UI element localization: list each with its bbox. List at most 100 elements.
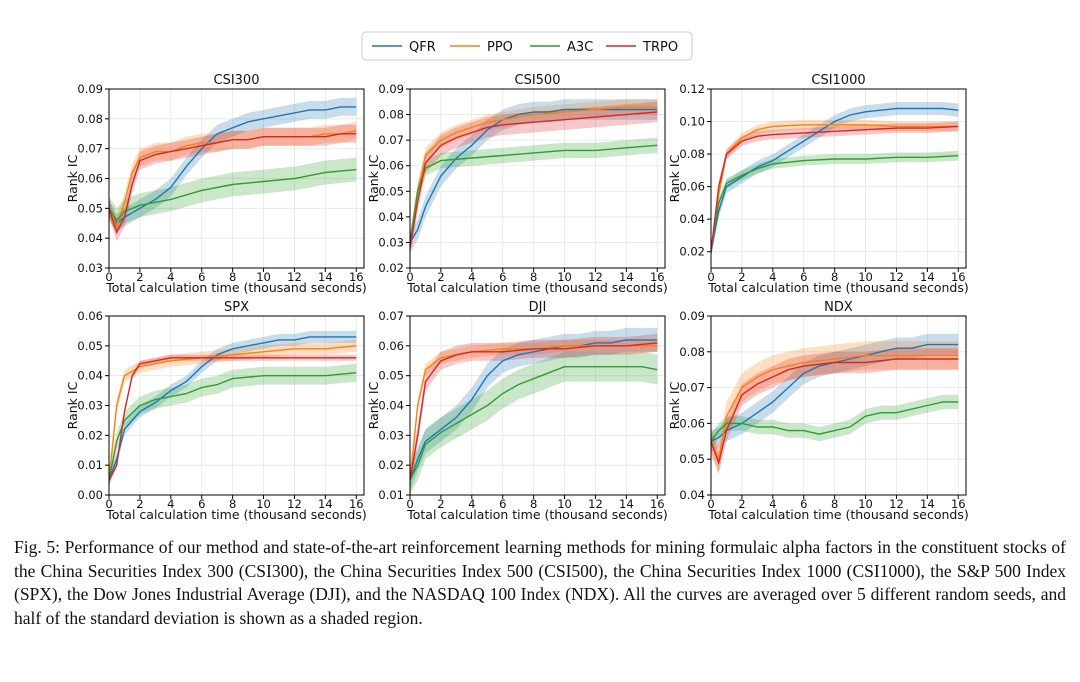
series-line-qfr: [410, 108, 658, 243]
y-tick-label: 0.06: [679, 180, 705, 194]
y-tick-label: 0.03: [378, 235, 404, 249]
legend-label-a3c: A3C: [567, 40, 593, 55]
y-tick-label: 0.07: [378, 133, 404, 147]
y-tick-label: 0.01: [378, 488, 404, 502]
axes-frame: [409, 88, 666, 269]
y-tick-label: 0.03: [77, 399, 103, 413]
y-tick-label: 0.06: [378, 339, 404, 353]
y-axis-label: Rank IC: [366, 154, 381, 202]
y-tick-label: 0.04: [378, 399, 404, 413]
series-line-trpo: [711, 358, 959, 466]
y-tick-label: 0.09: [378, 82, 404, 96]
y-tick-label: 0.08: [679, 147, 705, 161]
series-line-a3c: [711, 155, 959, 252]
y-tick-label: 0.08: [378, 108, 404, 122]
y-tick-label: 0.06: [679, 416, 705, 430]
plot-area: [410, 327, 658, 495]
y-tick-label: 0.09: [77, 82, 103, 96]
x-tick-label: 0: [406, 497, 413, 511]
chart-title: SPX: [224, 300, 249, 315]
y-tick-label: 0.06: [378, 159, 404, 173]
y-tick-label: 0.07: [378, 309, 404, 323]
band-a3c: [410, 137, 658, 251]
series-line-a3c: [109, 168, 357, 222]
x-tick-label: 2: [738, 497, 745, 511]
band-a3c: [711, 394, 959, 449]
y-tick-label: 0.05: [679, 452, 705, 466]
x-tick-label: 8: [229, 497, 236, 511]
band-qfr: [109, 97, 357, 233]
y-tick-label: 0.04: [77, 231, 103, 245]
series-line-trpo: [109, 133, 357, 235]
series-line-ppo: [410, 106, 658, 243]
y-tick-label: 0.08: [679, 345, 705, 359]
x-tick-label: 12: [287, 270, 302, 284]
series-line-ppo: [711, 354, 959, 462]
series-line-qfr: [109, 336, 357, 481]
band-trpo: [711, 348, 959, 474]
series-line-a3c: [410, 366, 658, 481]
band-trpo: [109, 124, 357, 242]
y-tick-label: 0.06: [77, 172, 103, 186]
y-tick-label: 0.08: [77, 112, 103, 126]
y-tick-label: 0.07: [77, 142, 103, 156]
y-axis-label: Rank IC: [667, 154, 682, 202]
x-tick-label: 14: [318, 270, 333, 284]
x-tick-label: 10: [557, 497, 572, 511]
band-a3c: [109, 157, 357, 233]
series-line-qfr: [711, 107, 959, 252]
chart-title: DJI: [529, 300, 547, 315]
figure-caption: Fig. 5: Performance of our method and st…: [14, 537, 1066, 628]
y-tick-label: 0.02: [378, 261, 404, 275]
band-a3c: [711, 150, 959, 257]
y-tick-label: 0.01: [77, 458, 103, 472]
x-tick-label: 4: [167, 497, 174, 511]
x-tick-label: 4: [769, 497, 776, 511]
panels: 0 2 4 6 8 10 12 14 16 0.03 0.04 0.05 0.06 0.07 0.08 0.0…: [65, 73, 969, 522]
chart-title: CSI500: [515, 73, 561, 88]
legend: QFR PPO A3C TRPO: [361, 31, 693, 61]
x-tick-label: 8: [831, 270, 838, 284]
chart-panel-dji: 0 2 4 6 8 10 12 14 16 0.01 0.02 0.03 0.04 0.05 0.06 0.0…: [366, 300, 668, 522]
y-tick-label: 0.02: [378, 458, 404, 472]
band-trpo: [410, 333, 658, 489]
x-axis-label: Total calculation time (thousand seconds…: [406, 507, 667, 522]
x-tick-label: 16: [349, 270, 364, 284]
axes-frame: [710, 88, 967, 269]
x-tick-label: 14: [619, 270, 634, 284]
y-tick-label: 0.10: [679, 115, 705, 129]
x-tick-label: 16: [951, 270, 966, 284]
legend-frame: [361, 31, 693, 61]
plot-area: [410, 99, 658, 258]
axes-frame: [710, 315, 967, 496]
series-line-trpo: [410, 342, 658, 481]
band-trpo: [410, 101, 658, 258]
chart-panel-spx: 0 2 4 6 8 10 12 14 16 0.00 0.01 0.02 0.03 0.04 0.05 0.0…: [65, 300, 367, 522]
x-tick-label: 2: [136, 270, 143, 284]
y-tick-label: 0.05: [77, 201, 103, 215]
x-tick-label: 2: [437, 497, 444, 511]
legend-label-trpo: TRPO: [642, 40, 678, 55]
y-tick-label: 0.06: [77, 309, 103, 323]
band-ppo: [109, 121, 357, 236]
x-tick-label: 12: [889, 270, 904, 284]
x-tick-label: 6: [198, 270, 205, 284]
y-tick-label: 0.04: [679, 212, 705, 226]
legend-label-ppo: PPO: [487, 40, 513, 55]
x-tick-label: 14: [920, 270, 935, 284]
y-tick-label: 0.05: [378, 369, 404, 383]
x-tick-label: 6: [800, 497, 807, 511]
band-ppo: [711, 341, 959, 474]
series-line-a3c: [711, 401, 959, 442]
y-tick-label: 0.02: [77, 428, 103, 442]
series-line-trpo: [711, 125, 959, 252]
x-tick-label: 0: [707, 270, 714, 284]
x-tick-label: 0: [406, 270, 413, 284]
plot-area: [711, 333, 959, 474]
chart-panel-csi300: 0 2 4 6 8 10 12 14 16 0.03 0.04 0.05 0.06 0.07 0.08 0.0…: [65, 73, 367, 295]
x-tick-label: 8: [530, 497, 537, 511]
series-line-qfr: [109, 106, 357, 225]
chart-panel-ndx: 0 2 4 6 8 10 12 14 16 0.04 0.05 0.06 0.07 0.08 0.09 NDX…: [667, 300, 969, 522]
x-tick-label: 4: [167, 270, 174, 284]
y-tick-label: 0.09: [679, 309, 705, 323]
